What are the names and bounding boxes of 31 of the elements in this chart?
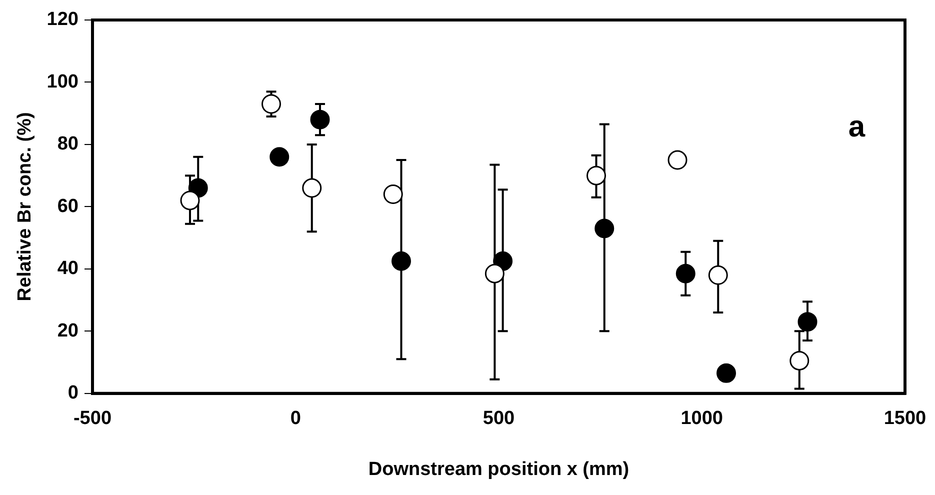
x-tick-label: 1500 [884,408,926,430]
point [790,350,810,370]
y-tick-label: 120 [46,9,78,30]
y-tick-label: 0 [68,382,78,404]
annotation: a [848,110,866,144]
point [716,363,736,383]
y-tick-label: 60 [57,196,78,217]
point [262,94,281,114]
point [708,265,728,285]
point [383,184,403,204]
x-tick-label: 0 [290,408,301,430]
x-tick-label: 500 [482,408,515,430]
point [668,150,688,170]
point [302,178,322,198]
point [484,264,504,284]
point [586,166,606,186]
point [392,251,411,271]
y-tick-label: 80 [57,134,78,155]
y-tick-label: 20 [57,320,78,342]
point [676,264,696,284]
point [798,312,818,332]
y-tick-label: 100 [46,71,78,92]
y-tick-label: 40 [57,258,78,280]
y-axis-title: Relative Br conc. (%) [14,112,36,302]
x-tick-label: 1000 [680,408,724,430]
x-tick-label: -500 [73,408,112,430]
x-axis-title: Downstream position x (mm) [368,458,630,480]
point [310,110,330,130]
point [270,147,290,167]
point [180,190,200,210]
point [594,218,614,238]
